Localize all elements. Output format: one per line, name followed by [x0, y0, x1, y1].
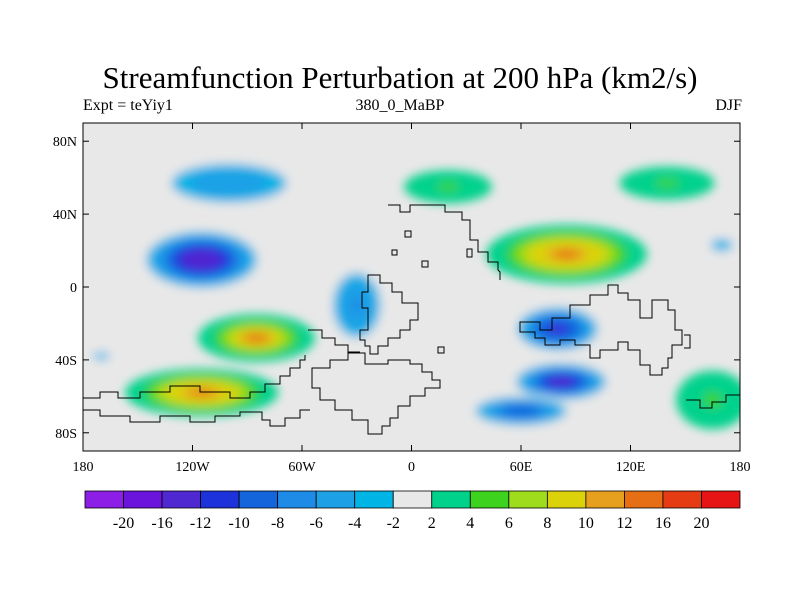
- y-tick-label: 40N: [53, 208, 77, 223]
- contour-band: [350, 297, 363, 314]
- island-3: [437, 346, 445, 354]
- y-tick-label: 80S: [55, 427, 77, 442]
- colorbar-label: -4: [348, 515, 361, 532]
- island-4: [466, 248, 473, 258]
- contour-field: [83, 123, 740, 451]
- colorbar-swatch: [585, 490, 625, 509]
- contour-band: [511, 408, 531, 414]
- season-label: DJF: [715, 97, 742, 114]
- x-tick-label: 180: [73, 460, 94, 475]
- colorbar-label: -20: [113, 515, 134, 532]
- x-tick-label: 60W: [288, 460, 316, 475]
- y-tick-label: 40S: [55, 354, 77, 369]
- colorbar-label: -2: [387, 515, 400, 532]
- experiment-label: Expt = teYiy1: [83, 97, 173, 114]
- colorbar: -20 -16 -12 -10 -8 -6 -4 -2 2 4 6 8 10 12 16 20: [84, 490, 741, 532]
- contour-band: [703, 392, 722, 408]
- contour-band: [92, 352, 110, 360]
- x-tick-label: 120E: [616, 460, 646, 475]
- colorbar-swatch: [624, 490, 664, 509]
- contour-band: [554, 379, 568, 385]
- colorbar-swatch: [84, 490, 124, 509]
- colorbar-label: -12: [190, 515, 211, 532]
- colorbar-label: 16: [655, 515, 671, 532]
- x-tick-label: 60E: [510, 460, 533, 475]
- period-label: 380_0_MaBP: [355, 97, 445, 114]
- contour-band: [556, 250, 577, 258]
- coastline-south-strip: [83, 355, 306, 399]
- coastline-southeast: [686, 394, 740, 409]
- colorbar-label: 6: [505, 515, 513, 532]
- x-tick-label: 120W: [175, 460, 210, 475]
- contour-band: [192, 389, 212, 396]
- colorbar-label: 20: [693, 515, 709, 532]
- coastline-west-chain: [308, 329, 360, 353]
- coastlines: [83, 204, 740, 435]
- colorbar-swatch: [161, 490, 201, 509]
- contour-band: [710, 239, 733, 252]
- contour-band: [437, 182, 459, 191]
- coastline-central-block: [359, 274, 419, 355]
- contour-band: [551, 325, 564, 332]
- coastline-north-africa: [388, 204, 501, 280]
- colorbar-swatch: [469, 490, 510, 509]
- island-2: [421, 260, 429, 268]
- colorbar-label: -16: [151, 515, 172, 532]
- island-1: [404, 230, 412, 238]
- coastline-far-east: [684, 334, 691, 349]
- contour-band: [655, 179, 679, 188]
- colorbar-swatch: [123, 490, 163, 509]
- coastline-south-lower: [83, 409, 310, 427]
- x-tick-label: 0: [408, 460, 415, 475]
- colorbar-swatch: [277, 490, 317, 509]
- contour-band: [209, 176, 249, 190]
- contour-band: [194, 256, 209, 264]
- colorbar-swatch: [238, 490, 279, 509]
- colorbar-swatch: [315, 490, 356, 509]
- colorbar-label: 12: [616, 515, 632, 532]
- colorbar-swatch: [546, 490, 587, 509]
- colorbar-swatch: [354, 490, 394, 509]
- colorbar-swatch: [701, 490, 741, 509]
- x-tick-label: 180: [730, 460, 751, 475]
- colorbar-label: 4: [466, 515, 474, 532]
- colorbar-swatch: [508, 490, 548, 509]
- island-5: [391, 249, 398, 256]
- colorbar-label: 10: [578, 515, 594, 532]
- colorbar-label: -6: [310, 515, 323, 532]
- colorbar-label: 2: [428, 515, 436, 532]
- plot-title: Streamfunction Perturbation at 200 hPa (…: [102, 60, 698, 95]
- colorbar-swatch: [392, 490, 433, 509]
- colorbar-swatch: [200, 490, 240, 509]
- y-tick-label: 80N: [53, 135, 77, 150]
- coastline-southern-land: [311, 352, 441, 435]
- colorbar-label: -10: [228, 515, 249, 532]
- axes: 180 120W 60W 0 60E 120E 180 80N 40N 0 40S 80S: [53, 123, 751, 475]
- colorbar-label: 8: [543, 515, 551, 532]
- contour-band: [248, 334, 265, 342]
- colorbar-swatch: [431, 490, 471, 509]
- colorbar-swatch: [662, 490, 702, 509]
- y-tick-label: 0: [70, 281, 77, 296]
- colorbar-label: -8: [271, 515, 284, 532]
- coastline-east-block: [519, 284, 683, 376]
